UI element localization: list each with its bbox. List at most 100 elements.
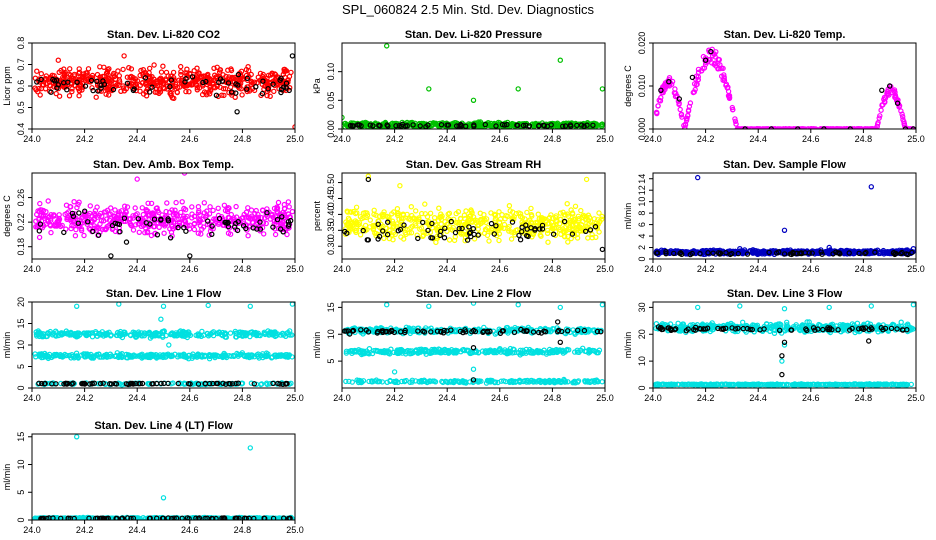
data-point-highlight	[590, 122, 596, 129]
data-point	[817, 126, 824, 129]
data-point	[245, 232, 251, 239]
data-point-highlight	[846, 250, 852, 256]
data-point	[178, 71, 184, 78]
data-point	[178, 209, 184, 216]
data-point	[280, 71, 286, 78]
data-point	[446, 210, 453, 216]
data-point-highlight	[344, 230, 350, 236]
data-point	[545, 239, 551, 245]
data-point	[66, 332, 73, 338]
data-point	[658, 94, 664, 101]
x-tick-label: 24.4	[749, 134, 767, 144]
data-point-highlight	[98, 82, 104, 89]
data-point-highlight	[442, 225, 448, 231]
data-point	[208, 87, 214, 94]
data-point	[56, 93, 63, 99]
data-point-highlight	[283, 85, 289, 91]
data-point	[757, 126, 763, 129]
chart-title: Stan. Dev. Li-820 Pressure	[405, 29, 542, 41]
data-point	[227, 231, 234, 237]
data-point-highlight	[265, 85, 271, 92]
y-tick-label: 20	[16, 297, 26, 307]
data-point	[155, 353, 161, 360]
data-point	[76, 332, 83, 338]
data-point	[545, 227, 551, 234]
data-point	[126, 352, 133, 359]
data-point	[381, 209, 387, 215]
data-point	[366, 346, 373, 352]
data-point-highlight	[137, 380, 143, 387]
figure-title: SPL_060824 2.5 Min. Std. Dev. Diagnostic…	[342, 2, 594, 17]
data-point	[568, 219, 574, 225]
data-point	[96, 351, 102, 357]
data-point	[121, 53, 127, 59]
data-point	[115, 212, 121, 219]
data-point	[400, 211, 406, 217]
data-point-highlight	[229, 381, 236, 387]
data-point	[75, 355, 82, 361]
data-point	[76, 66, 82, 72]
data-point-highlight	[705, 250, 711, 256]
data-point	[151, 218, 158, 224]
data-point	[98, 88, 105, 94]
data-point-highlight	[493, 223, 499, 229]
data-point	[151, 62, 157, 68]
data-point	[127, 353, 134, 360]
data-point	[462, 215, 468, 222]
data-point-highlight	[270, 380, 276, 387]
data-point-highlight	[278, 89, 284, 96]
data-point	[255, 214, 262, 221]
y-tick-label: 15	[16, 318, 26, 328]
data-point-highlight	[385, 219, 391, 225]
data-point-highlight	[466, 224, 472, 230]
data-point	[143, 79, 150, 86]
data-point	[178, 69, 184, 75]
data-point	[516, 210, 522, 216]
y-tick-label: 0.40	[326, 206, 336, 224]
data-point	[250, 80, 256, 86]
data-point-highlight	[98, 85, 104, 91]
data-point-highlight	[562, 123, 569, 129]
data-point-highlight	[277, 226, 284, 232]
data-point-highlight	[425, 227, 431, 234]
chart-title: Stan. Dev. Li-820 CO2	[107, 29, 220, 41]
data-point	[205, 302, 211, 309]
data-point	[116, 82, 122, 89]
data-point-highlight	[76, 210, 82, 216]
data-point	[93, 94, 99, 100]
data-point	[160, 303, 167, 309]
data-point-highlight	[723, 249, 729, 256]
data-point	[228, 66, 234, 72]
data-point	[264, 381, 270, 388]
data-point	[36, 333, 43, 340]
chart-panel-3: Stan. Dev. Li-820 Temp.degrees C24.0 24.2…	[623, 29, 925, 144]
data-point	[172, 207, 178, 213]
data-point-highlight	[213, 380, 220, 387]
data-point-highlight	[69, 210, 76, 217]
data-point	[128, 332, 134, 339]
data-point	[411, 216, 417, 222]
data-point-highlight	[802, 250, 808, 256]
data-point-highlight	[818, 249, 824, 255]
data-point-highlight	[213, 92, 220, 99]
data-point	[53, 333, 59, 339]
data-point	[221, 92, 227, 99]
data-point	[502, 216, 508, 222]
data-point	[156, 87, 163, 93]
data-point-highlight	[470, 225, 476, 232]
data-point-highlight	[36, 228, 43, 234]
data-point	[194, 82, 200, 88]
data-point	[349, 348, 355, 354]
data-point	[519, 222, 526, 228]
data-point-highlight	[587, 227, 594, 233]
data-point-highlight	[84, 219, 91, 225]
x-tick-label: 24.6	[181, 264, 199, 274]
data-point	[206, 356, 213, 362]
y-tick-label: 0.26	[16, 189, 26, 207]
data-point-highlight	[38, 76, 44, 83]
data-point	[76, 69, 83, 76]
data-point-highlight	[666, 78, 672, 85]
